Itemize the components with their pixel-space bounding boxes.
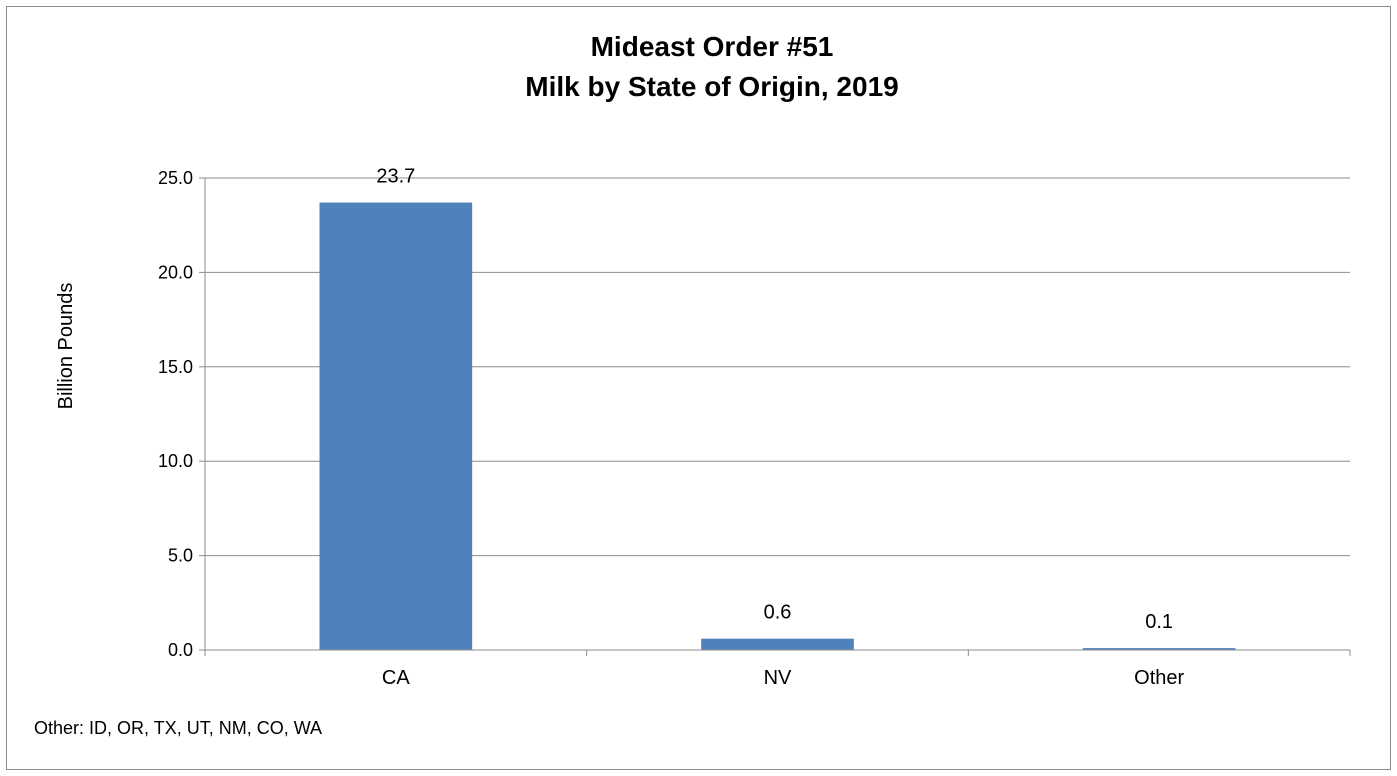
data-label: 23.7: [376, 166, 415, 188]
bar-other: [1082, 648, 1236, 650]
y-tick-label: 25.0: [158, 168, 193, 188]
bar-nv: [701, 638, 854, 650]
x-tick-label: NV: [764, 667, 792, 689]
footnote: Other: ID, OR, TX, UT, NM, CO, WA: [34, 718, 323, 738]
y-tick-label: 15.0: [158, 357, 193, 377]
y-axis-label: Billion Pounds: [55, 283, 77, 410]
chart-title: Mideast Order #51: [591, 31, 834, 62]
x-tick-label: Other: [1134, 667, 1184, 689]
y-tick-label: 10.0: [158, 451, 193, 471]
chart-frame: [6, 6, 1391, 770]
x-tick-label: CA: [382, 667, 410, 689]
x-axis-ticks: CA NV Other: [204, 650, 1351, 689]
chart-subtitle: Milk by State of Origin, 2019: [525, 71, 898, 102]
data-labels: 23.7 0.6 0.1: [376, 166, 1173, 634]
y-axis-ticks: 0.0 5.0 10.0 15.0 20.0 25.0: [158, 168, 205, 660]
y-tick-label: 0.0: [168, 640, 193, 660]
axes: [204, 178, 1350, 651]
bars: [319, 202, 1236, 650]
bar-ca: [319, 202, 473, 650]
data-label: 0.1: [1145, 611, 1173, 633]
y-tick-label: 20.0: [158, 262, 193, 282]
data-label: 0.6: [764, 602, 792, 624]
y-tick-label: 5.0: [168, 546, 193, 566]
